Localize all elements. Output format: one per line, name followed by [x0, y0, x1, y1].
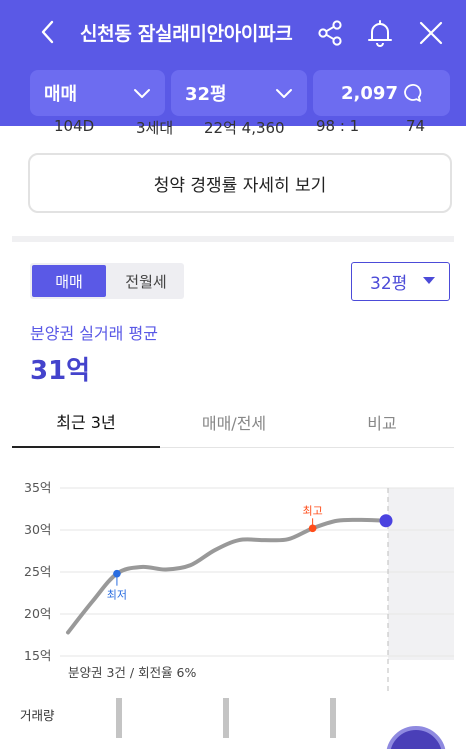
trade-type-dropdown[interactable]: 매매	[30, 70, 165, 116]
tab-compare[interactable]: 비교	[367, 414, 397, 433]
notification-button[interactable]	[365, 18, 395, 48]
tab-sale-lease[interactable]: 매매/전세	[201, 414, 267, 433]
average-label: 분양권 실거래 평균	[30, 324, 158, 343]
volume-label: 거래량	[20, 708, 55, 723]
max-price-point	[308, 524, 317, 533]
size-dropdown[interactable]: 32평	[171, 70, 307, 116]
volume-bar	[116, 698, 122, 738]
max-price-label: 최고	[302, 504, 322, 517]
back-button[interactable]	[34, 18, 62, 46]
min-price-point	[113, 569, 121, 578]
y-tick-label: 30억	[24, 522, 51, 537]
chart-footnote: 분양권 3건 / 회전율 6%	[68, 665, 197, 680]
trade-type-value: 매매	[44, 84, 78, 105]
chevron-left-icon	[41, 20, 54, 44]
area-select-value: 32평	[370, 274, 408, 294]
period-tabs: 최근 3년 매매/전세 비교	[12, 396, 454, 448]
size-value: 32평	[185, 84, 227, 105]
household-count: 3세대	[136, 119, 174, 136]
comment-count-button[interactable]: 2,097	[313, 70, 450, 116]
y-tick-label: 20억	[24, 606, 51, 621]
competition-detail-button[interactable]: 청약 경쟁률 자세히 보기	[28, 153, 452, 213]
chat-bubble-icon	[404, 84, 422, 102]
unit-type: 104D	[54, 117, 95, 135]
volume-bar	[330, 698, 336, 738]
share-button[interactable]	[315, 18, 345, 48]
toggle-rent[interactable]: 전월세	[125, 272, 167, 291]
tab-recent-3y[interactable]: 최근 3년	[12, 396, 160, 448]
chevron-down-icon	[134, 89, 150, 98]
y-tick-label: 15억	[24, 648, 51, 663]
supply-price: 22억 4,360	[204, 119, 285, 136]
filter-bar: 매매 32평 2,097	[30, 70, 450, 116]
toggle-sale[interactable]: 매매	[32, 265, 106, 297]
caret-down-icon	[423, 277, 435, 284]
top-bar: 신천동 잠실래미안아이파크	[0, 0, 466, 64]
share-icon	[318, 20, 342, 46]
future-region	[388, 488, 454, 660]
average-value: 31억	[30, 356, 91, 386]
price-chart: 35억 30억 25억 20억 15억 최저 최고 분양권 3건 / 회전율 6% 거래량	[20, 480, 454, 738]
y-tick-label: 35억	[24, 480, 51, 495]
section-divider	[12, 236, 454, 242]
trade-toggle: 매매 전월세	[30, 263, 184, 299]
cutoff-score: 74	[406, 117, 426, 135]
area-select[interactable]: 32평	[351, 262, 450, 301]
competition-ratio: 98 : 1	[316, 117, 360, 135]
comment-count: 2,097	[341, 82, 398, 104]
bell-icon	[368, 20, 392, 47]
y-tick-label: 25억	[24, 564, 51, 579]
page-title: 신천동 잠실래미안아이파크	[80, 23, 293, 45]
current-price-point	[379, 514, 393, 528]
min-price-label: 최저	[107, 589, 127, 602]
subscription-table-row: 104D 3세대 22억 4,360 98 : 1 74	[0, 116, 466, 136]
app-header: 신천동 잠실래미안아이파크	[0, 0, 466, 126]
close-icon	[419, 21, 443, 45]
volume-bar	[223, 698, 229, 738]
close-button[interactable]	[416, 18, 446, 48]
chevron-down-icon	[276, 89, 292, 98]
